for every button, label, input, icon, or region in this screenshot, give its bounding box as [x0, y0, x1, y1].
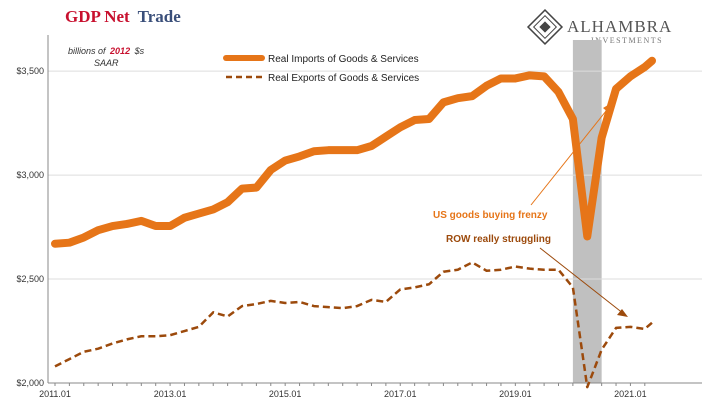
unit-year: 2012	[109, 46, 130, 56]
y-tick-label: $3,500	[16, 66, 44, 76]
x-tick-label: 2017.01	[384, 389, 417, 399]
legend: Real Imports of Goods & Services Real Ex…	[223, 54, 419, 84]
x-tick-label: 2021.01	[614, 389, 647, 399]
annotation-arrow-exports	[539, 247, 625, 315]
series-line-exports	[54, 261, 653, 389]
unit-part2: $s	[134, 46, 145, 56]
legend-label-imports: Real Imports of Goods & Services	[268, 54, 419, 65]
plot-area: $2,000 $2,500 $3,000 $3,500 2011.01 2013.01 20…	[16, 35, 702, 399]
diamond-logo-icon	[526, 8, 564, 46]
x-tick-label: 2015.01	[269, 389, 302, 399]
annotation-arrowhead-exports	[617, 309, 628, 317]
unit-line2: SAAR	[94, 58, 119, 68]
annotation-arrow-imports	[530, 105, 611, 206]
legend-label-exports: Real Exports of Goods & Services	[268, 73, 419, 84]
brand-name: ALHAMBRA	[567, 17, 672, 36]
chart-title: GDP Net Trade	[65, 7, 181, 26]
annotation-arrowhead-imports	[603, 102, 613, 113]
x-tick-label: 2019.01	[499, 389, 532, 399]
y-tick-label: $3,000	[16, 170, 44, 180]
unit-label: billions of 2012 $s	[68, 46, 145, 56]
x-tick-label: 2011.01	[39, 389, 71, 399]
y-tick-label: $2,000	[16, 378, 44, 388]
chart-title-part2: Trade	[138, 7, 182, 26]
x-tick-label: 2013.01	[154, 389, 187, 399]
annotation-row-struggling: ROW really struggling	[446, 234, 551, 245]
brand-sub: INVESTMENTS	[591, 36, 663, 45]
annotation-us-frenzy: US goods buying frenzy	[433, 210, 548, 221]
y-tick-label: $2,500	[16, 274, 44, 284]
unit-part1: billions of	[68, 46, 107, 56]
chart-title-part1: GDP Net	[65, 7, 130, 26]
series-line-imports	[51, 56, 656, 248]
brand-logo: ALHAMBRA INVESTMENTS	[526, 8, 672, 46]
